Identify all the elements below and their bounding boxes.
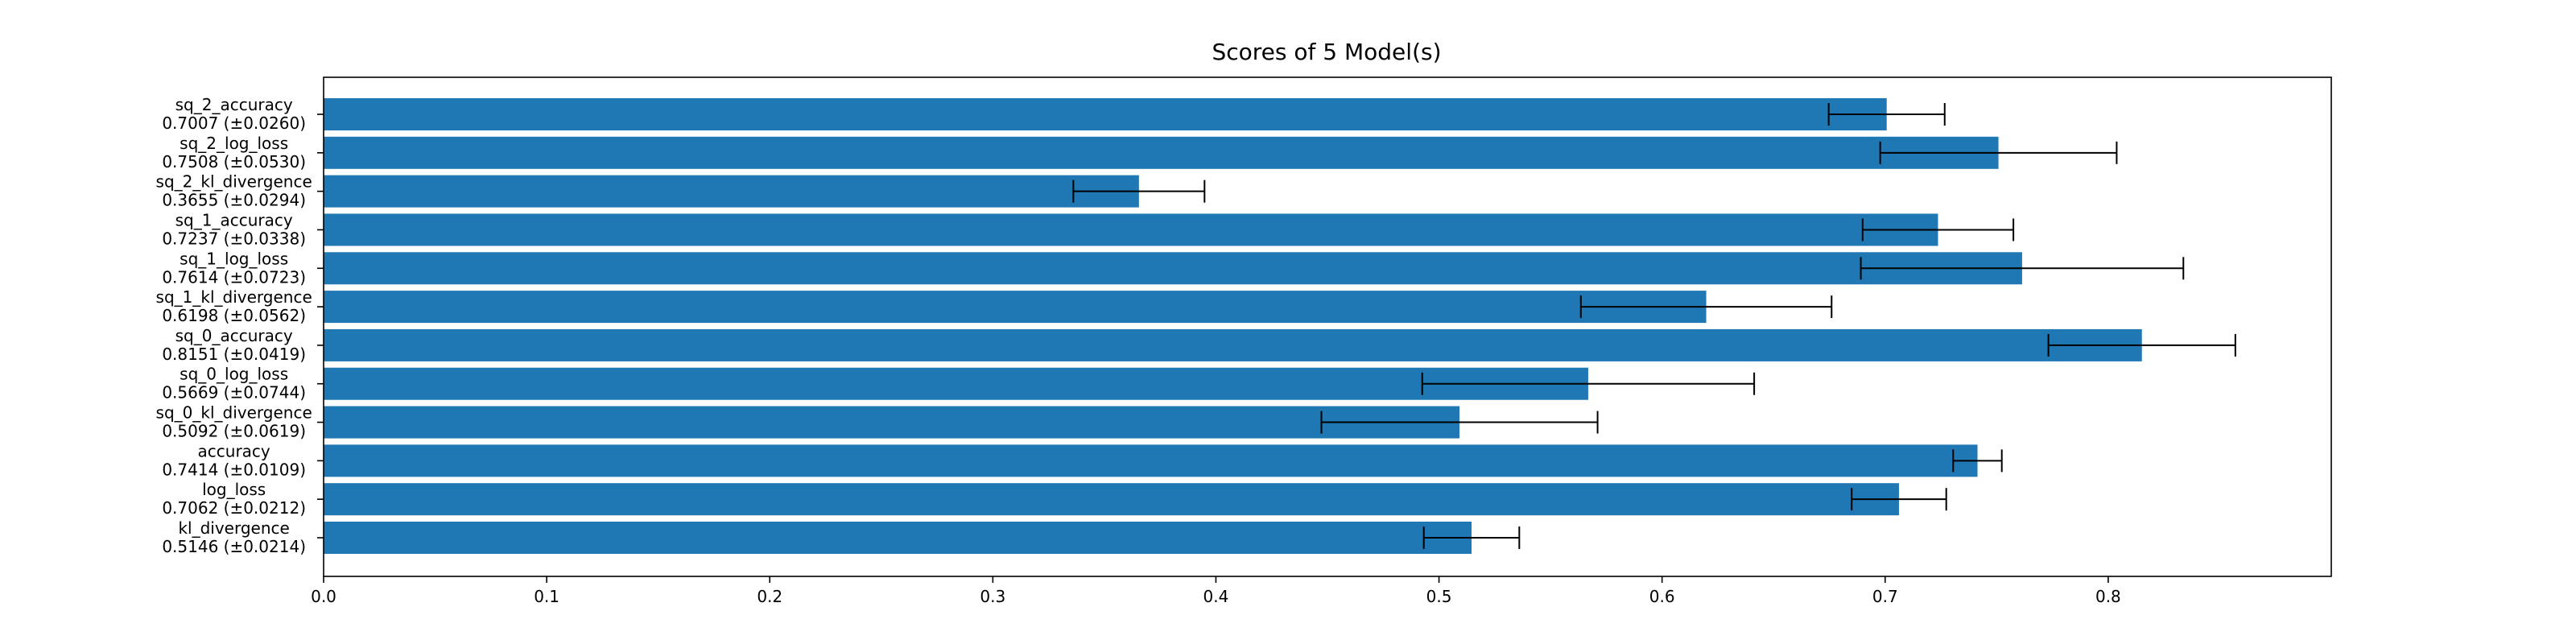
y-tick-label-value: 0.7414 (±0.0109): [162, 460, 306, 479]
y-tick-label-value: 0.5669 (±0.0744): [162, 383, 306, 402]
y-tick-label-value: 0.3655 (±0.0294): [162, 191, 306, 210]
y-tick-label-value: 0.5092 (±0.0619): [162, 422, 306, 441]
y-tick-label-value: 0.8151 (±0.0419): [162, 345, 306, 364]
x-tick-label: 0.1: [534, 587, 559, 606]
bar-sq_0_log_loss: [324, 367, 1588, 400]
y-tick-label-value: 0.5146 (±0.0214): [162, 537, 306, 556]
y-tick-label-name: sq_1_accuracy: [175, 210, 293, 229]
x-tick-label: 0.0: [311, 587, 336, 606]
bar-sq_2_log_loss: [324, 136, 1999, 169]
x-tick-label: 0.4: [1203, 587, 1229, 606]
x-tick-label: 0.8: [2095, 587, 2121, 606]
bar-sq_0_kl_divergence: [324, 406, 1460, 439]
bar-sq_0_accuracy: [324, 328, 2142, 361]
y-tick-label-name: kl_divergence: [178, 518, 289, 538]
y-tick-label-name: log_loss: [202, 480, 266, 499]
y-tick-label-name: sq_2_accuracy: [175, 95, 293, 114]
bars-layer: [324, 98, 2142, 554]
bar-sq_1_log_loss: [324, 252, 2022, 285]
y-tick-label-value: 0.7614 (±0.0723): [162, 267, 306, 287]
y-tick-label-name: sq_2_kl_divergence: [156, 172, 312, 192]
y-tick-label-name: sq_0_log_loss: [180, 365, 288, 384]
y-tick-label-value: 0.7237 (±0.0338): [162, 229, 306, 248]
y-tick-label-name: sq_2_log_loss: [180, 134, 288, 153]
x-tick-label: 0.3: [980, 587, 1005, 606]
y-tick-label-name: sq_0_kl_divergence: [156, 403, 312, 423]
plot-frame: [323, 76, 2332, 577]
y-tick-label-value: 0.6198 (±0.0562): [162, 306, 306, 325]
bar-kl_divergence: [324, 522, 1472, 554]
chart-title: Scores of 5 Model(s): [1212, 39, 1441, 65]
y-tick-label-name: accuracy: [198, 441, 270, 460]
x-axis: 0.0 0.1 0.2 0.3 0.4 0.5 0.6 0.7 0.8: [311, 576, 2121, 606]
x-tick-label: 0.2: [757, 587, 782, 606]
bar-sq_1_kl_divergence: [324, 291, 1707, 324]
bar-sq_1_accuracy: [324, 213, 1938, 246]
bar-sq_2_accuracy: [324, 98, 1887, 130]
x-tick-label: 0.6: [1649, 587, 1675, 606]
x-tick-label: 0.5: [1426, 587, 1452, 606]
bar-log_loss: [324, 483, 1899, 516]
y-tick-label-name: sq_0_accuracy: [175, 326, 293, 345]
y-tick-label-value: 0.7062 (±0.0212): [162, 498, 306, 518]
x-tick-label: 0.7: [1872, 587, 1898, 606]
y-tick-label-name: sq_1_log_loss: [180, 249, 288, 268]
bar-sq_2_kl_divergence: [324, 175, 1139, 208]
error-bars-layer: [1072, 103, 2236, 549]
bar-accuracy: [324, 444, 1978, 477]
y-tick-label-name: sq_1_kl_divergence: [156, 287, 312, 307]
y-tick-label-value: 0.7007 (±0.0260): [162, 114, 306, 133]
y-tick-label-value: 0.7508 (±0.0530): [162, 152, 306, 171]
